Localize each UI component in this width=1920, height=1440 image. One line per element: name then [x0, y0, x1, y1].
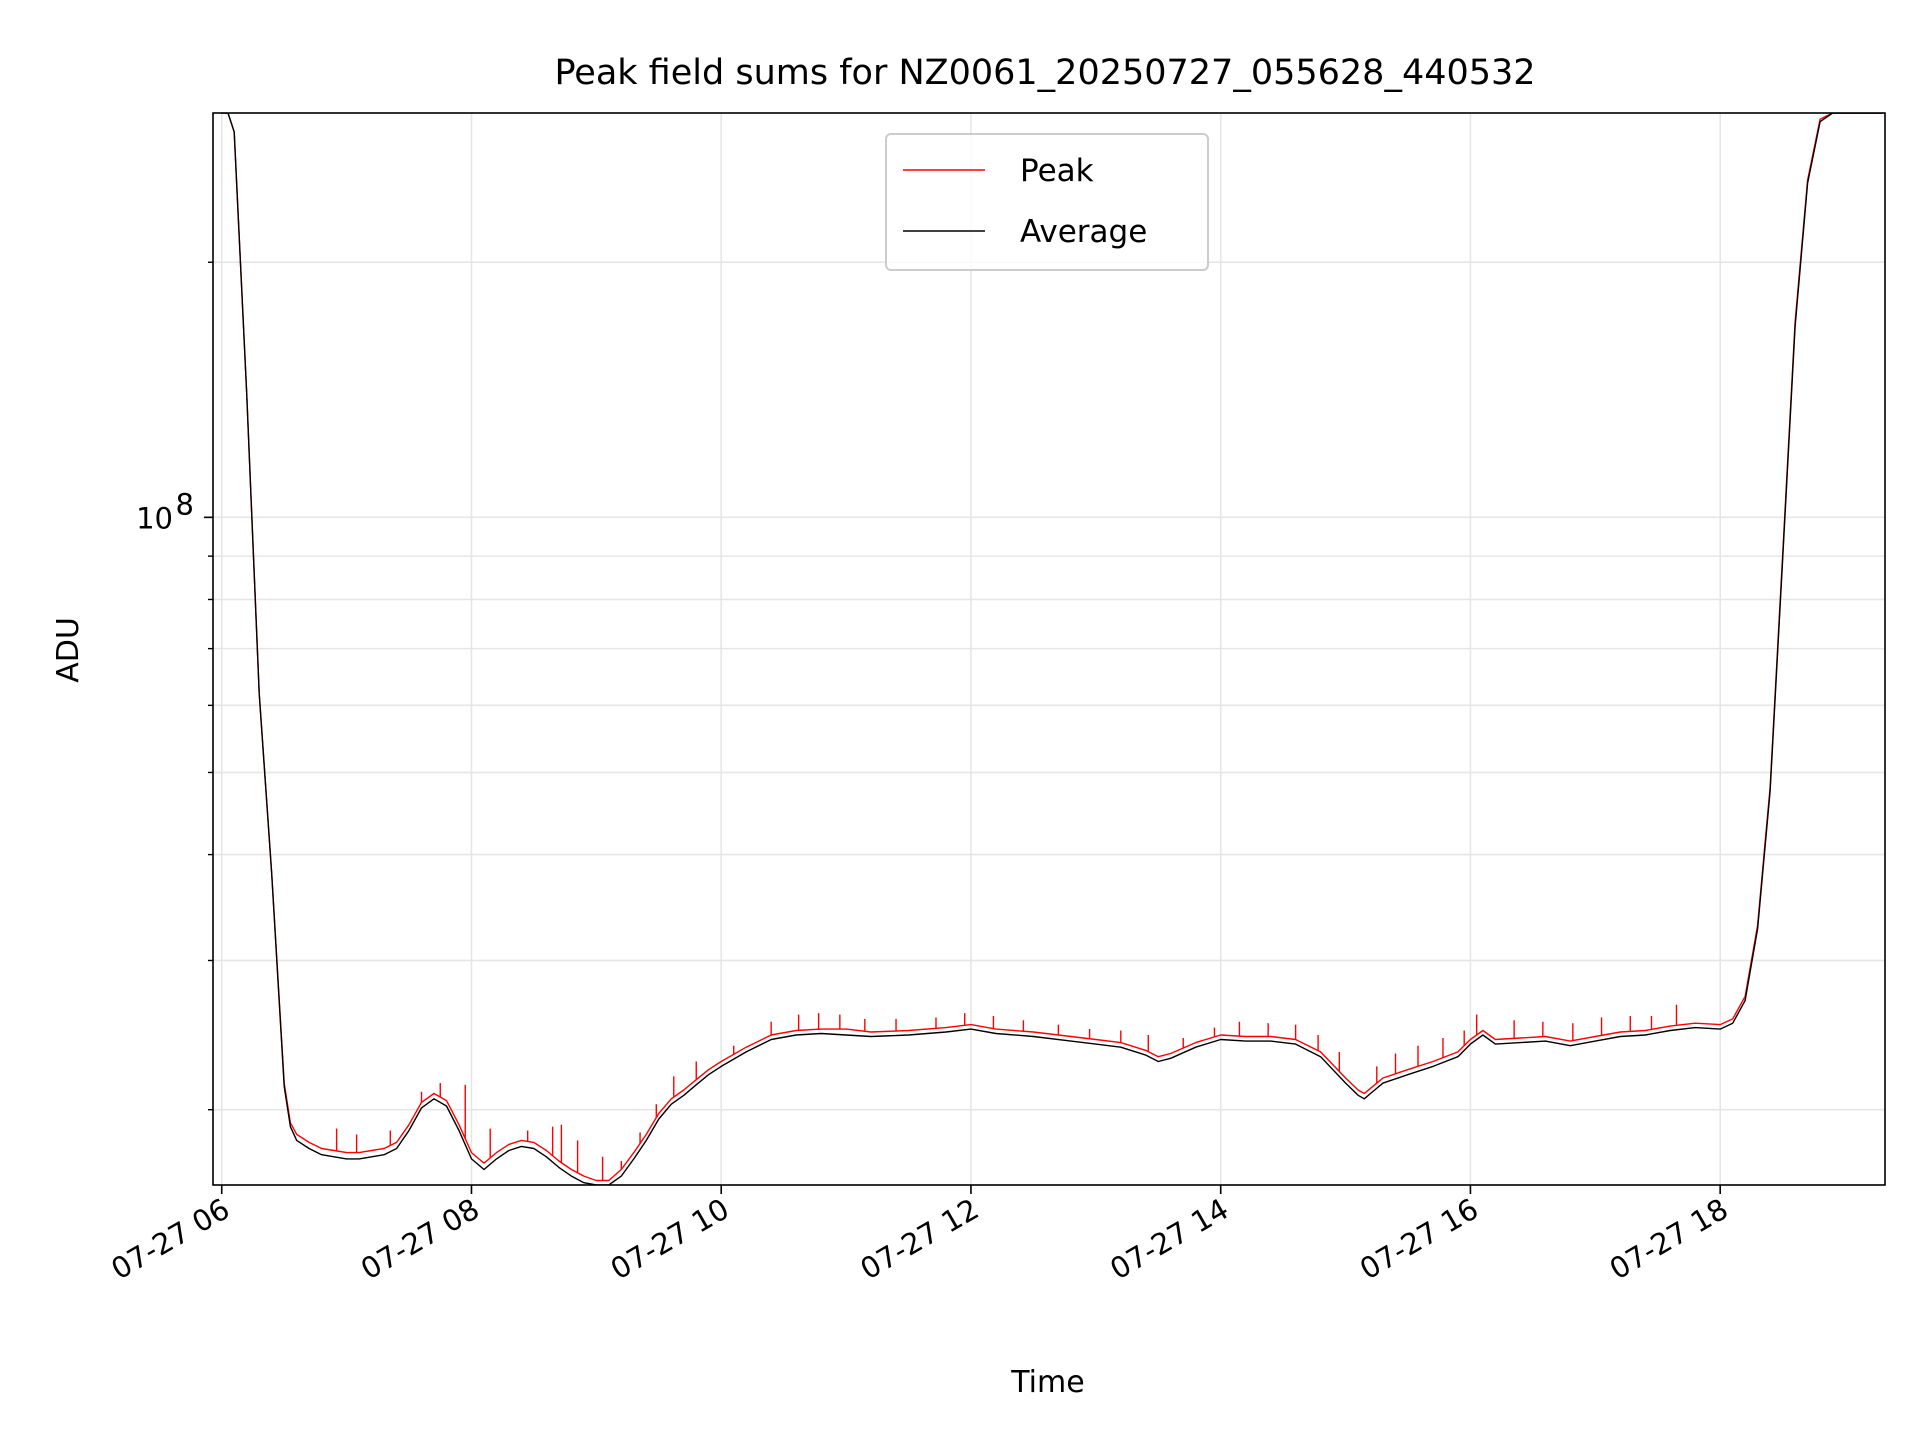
grid: [213, 113, 1885, 1185]
series-line-average: [221, 113, 1883, 1185]
chart-title: Peak field sums for NZ0061_20250727_0556…: [554, 53, 1535, 93]
y-tick-base: 10: [136, 501, 173, 535]
y-axis-label: ADU: [51, 617, 86, 683]
legend-box: [885, 133, 1209, 271]
legend-label-peak: Peak: [1020, 153, 1094, 189]
y-tick-label: 10: [136, 501, 173, 535]
legend-label-average: Average: [1020, 214, 1147, 250]
legend: Peak Average: [885, 133, 1209, 271]
plot-area: [221, 113, 1883, 1185]
x-axis-label: Time: [1010, 1365, 1084, 1400]
y-tick-exponent: 8: [176, 487, 194, 521]
series-line-peak: [221, 113, 1883, 1182]
